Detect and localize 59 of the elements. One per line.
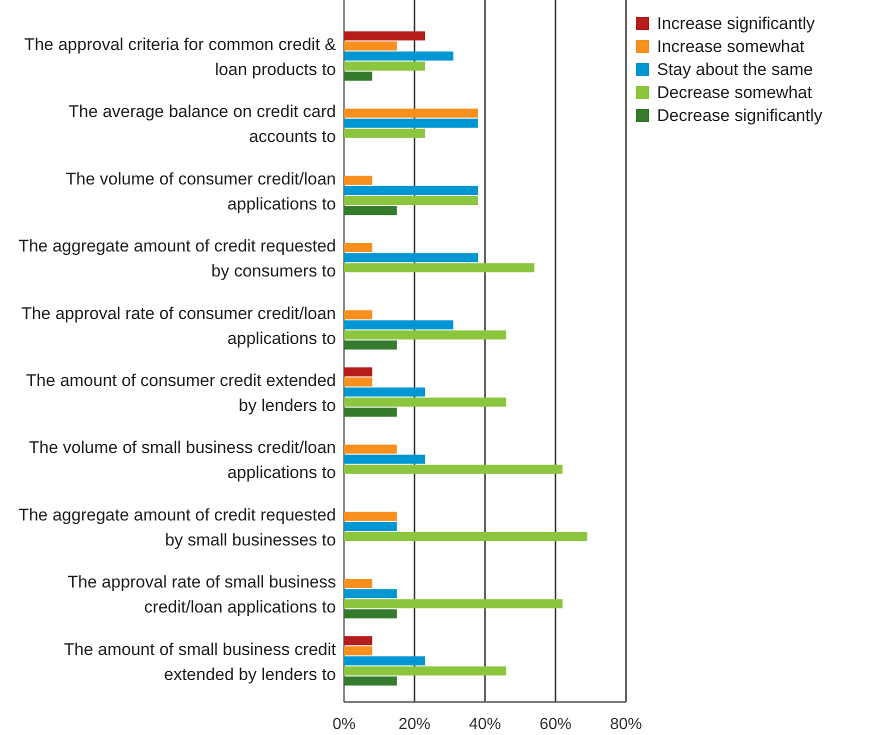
y-tick-label: The approval rate of consumer credit/loan applications to <box>21 304 336 348</box>
bar <box>344 656 426 666</box>
legend-label: Stay about the same <box>657 60 813 79</box>
y-tick-label: The volume of small business credit/loan applications to <box>28 438 336 482</box>
bar <box>344 196 478 206</box>
legend-label: Decrease somewhat <box>657 83 812 102</box>
bar <box>344 599 563 608</box>
x-tick-label: 0% <box>332 716 356 733</box>
bar <box>344 118 478 128</box>
legend-label: Increase significantly <box>657 14 816 33</box>
bar <box>344 377 372 386</box>
bar <box>344 676 397 686</box>
bar <box>344 330 506 340</box>
bar <box>344 522 397 531</box>
y-tick-label: The aggregate amount of credit requested by small businesses to <box>18 505 336 550</box>
bar <box>344 41 397 50</box>
bar <box>344 398 506 407</box>
y-tick-label: The approval rate of small business credit/loan applications to <box>68 572 336 617</box>
bar <box>344 609 397 618</box>
bar <box>344 454 426 464</box>
bar <box>344 444 397 454</box>
bar <box>344 646 372 656</box>
bar <box>344 666 506 676</box>
bar <box>344 243 372 252</box>
bar <box>344 340 397 350</box>
bar <box>344 408 397 417</box>
bar <box>344 52 454 61</box>
bar <box>344 176 372 185</box>
x-tick-label: 20% <box>398 716 431 733</box>
y-tick-label: The average balance on credit card accounts to <box>68 102 336 146</box>
bar <box>344 206 397 216</box>
bar <box>344 31 426 40</box>
bar <box>344 128 426 138</box>
y-tick-label: The amount of consumer credit extended by lenders to <box>26 371 336 416</box>
bar <box>344 367 372 376</box>
y-tick-label: The amount of small business credit extended by lenders to <box>64 640 336 684</box>
x-tick-label: 80% <box>610 716 642 733</box>
bar <box>344 464 563 474</box>
bar <box>344 636 372 646</box>
legend-label: Decrease significantly <box>657 106 823 125</box>
legend-label: Increase somewhat <box>657 37 805 56</box>
x-tick-label: 40% <box>468 716 502 733</box>
x-tick-label: 60% <box>539 716 572 733</box>
bar <box>344 263 534 272</box>
bar <box>344 72 372 81</box>
bar <box>344 579 372 588</box>
bar <box>344 108 478 118</box>
bar <box>344 62 426 71</box>
bar <box>344 589 397 598</box>
bar <box>344 310 372 320</box>
y-tick-label: The approval criteria for common credit & loan products to <box>24 35 337 80</box>
bar <box>344 388 426 397</box>
bar <box>344 532 588 542</box>
y-tick-label: The aggregate amount of credit requested by consumers to <box>18 236 336 281</box>
bar <box>344 512 397 521</box>
bar <box>344 186 478 195</box>
bar <box>344 253 478 262</box>
y-tick-label: The volume of consumer credit/loan applications to <box>66 169 336 214</box>
bar <box>344 320 454 330</box>
